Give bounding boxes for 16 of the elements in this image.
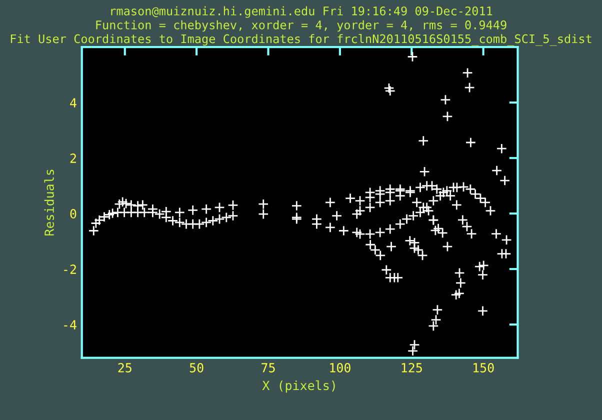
x-tick-label: 25 bbox=[118, 362, 132, 372]
y-tick-label: 2 bbox=[70, 154, 76, 163]
text: Fit User Coordinates to Image Coordinates for frclnN20110516S0155_comb_SCI_5_sdist bbox=[10, 34, 592, 46]
y-tick-label: 4 bbox=[70, 98, 76, 108]
x-tick-label: 50 bbox=[190, 362, 204, 372]
x-tick-label: 75 bbox=[262, 363, 275, 372]
chart-title: rmason@muiznuiz.hi.gemini.edu Fri 19:16:49 09-Dec-2011 bbox=[111, 6, 492, 18]
y-tick-label: -4 bbox=[64, 320, 76, 330]
x-axis-title: X (pixels) bbox=[262, 380, 335, 393]
x-tick-label: 150 bbox=[474, 362, 494, 372]
y-tick-label: 0 bbox=[70, 209, 76, 218]
x-tick-label: 125 bbox=[402, 362, 422, 372]
chart-subtitle: Function = chebyshev, xorder = 4, yorder = 4, rms = 0.9449 bbox=[96, 20, 506, 32]
x-tick-label: 100 bbox=[330, 362, 350, 372]
y-axis-title: Residuals bbox=[44, 170, 54, 236]
y-tick-label: -2 bbox=[64, 264, 76, 274]
